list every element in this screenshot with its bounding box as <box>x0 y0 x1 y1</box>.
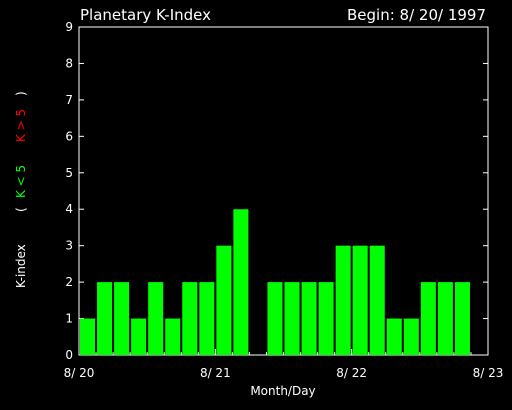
k-index-bar <box>216 245 232 355</box>
y-label-k-greater-5: K > 5 <box>14 109 28 142</box>
y-tick-label: 0 <box>65 348 73 362</box>
k-index-bar <box>369 245 385 355</box>
k-index-bar <box>165 318 181 355</box>
k-index-bar <box>97 282 113 355</box>
k-index-bar <box>318 282 334 355</box>
y-label-close-paren: ) <box>14 91 28 96</box>
k-index-bar <box>437 282 453 355</box>
k-index-bar <box>420 282 436 355</box>
k-index-bar <box>352 245 368 355</box>
y-tick-label: 8 <box>65 56 73 70</box>
k-index-bar <box>131 318 147 355</box>
y-label-open-paren: ( <box>14 207 28 212</box>
bars <box>80 209 470 355</box>
y-tick-label: 4 <box>65 202 73 216</box>
k-index-bar <box>403 318 419 355</box>
x-tick-label: 8/ 22 <box>336 366 367 380</box>
y-tick-label: 2 <box>65 275 73 289</box>
x-tick-label: 8/ 21 <box>200 366 231 380</box>
k-index-bar <box>267 282 283 355</box>
begin-date: Begin: 8/ 20/ 1997 <box>347 6 486 24</box>
y-tick-label: 3 <box>65 239 73 253</box>
x-axis-label: Month/Day <box>250 384 315 398</box>
k-index-bar <box>182 282 198 355</box>
k-index-bar <box>386 318 402 355</box>
k-index-bar <box>199 282 215 355</box>
y-tick-label: 5 <box>65 166 73 180</box>
k-index-bar <box>454 282 470 355</box>
y-tick-label: 6 <box>65 129 73 143</box>
chart-title: Planetary K-Index <box>80 6 211 24</box>
k-index-bar <box>335 245 351 355</box>
k-index-bar <box>148 282 164 355</box>
k-index-bar <box>233 209 249 355</box>
k-index-bar <box>301 282 317 355</box>
k-index-bar <box>80 318 96 355</box>
y-label-k-index: K-index <box>14 244 28 288</box>
k-index-bar <box>284 282 300 355</box>
y-axis: 0 1 2 3 4 5 6 7 8 9 <box>65 20 488 362</box>
y-tick-label: 7 <box>65 93 73 107</box>
y-label-k-less-5: K < 5 <box>14 165 28 198</box>
k-index-bar <box>114 282 130 355</box>
y-tick-label: 9 <box>65 20 73 34</box>
y-axis-label: K-index ( K < 5 K > 5 ) <box>14 91 28 288</box>
x-axis: 8/ 20 8/ 21 8/ 22 8/ 23 <box>64 349 504 380</box>
x-tick-label: 8/ 23 <box>473 366 504 380</box>
y-tick-label: 1 <box>65 312 73 326</box>
x-tick-label: 8/ 20 <box>64 366 95 380</box>
